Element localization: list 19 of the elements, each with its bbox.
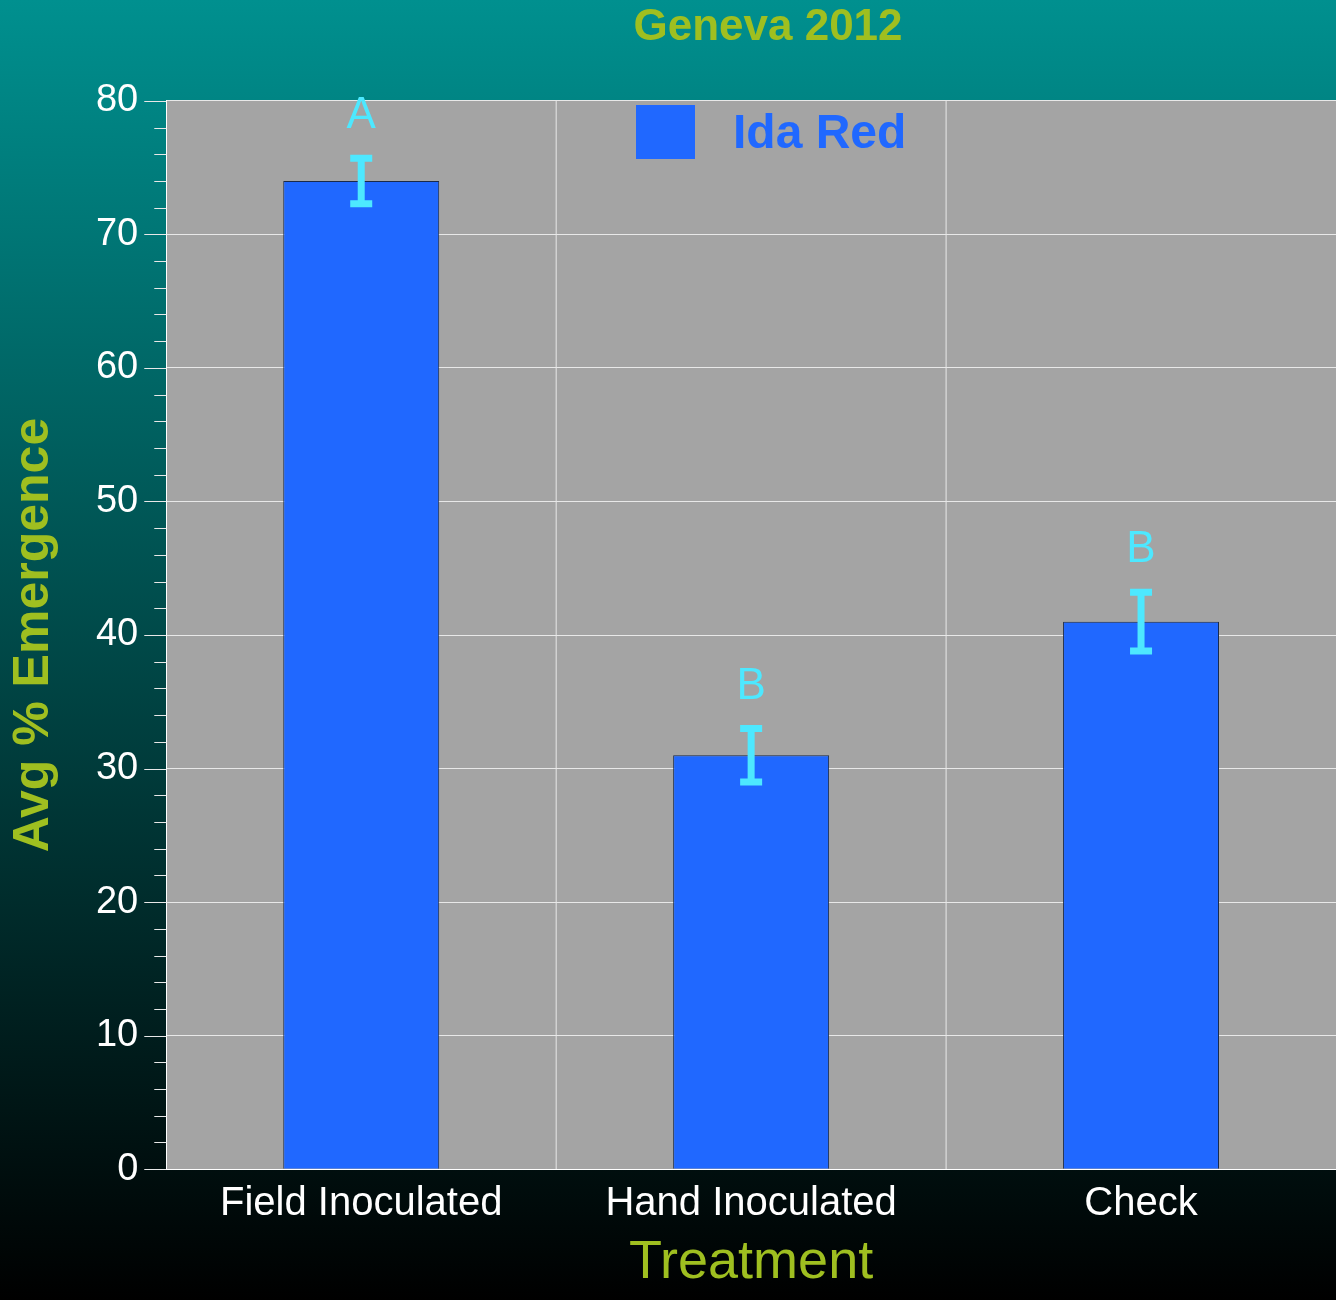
y-tick-label: 60 bbox=[95, 344, 139, 387]
y-tick-label: 30 bbox=[95, 745, 139, 788]
annotation: A bbox=[346, 88, 377, 138]
y-tick-label: 10 bbox=[95, 1012, 139, 1055]
y-axis-title: Avg % Emergence bbox=[2, 417, 59, 853]
annotation: B bbox=[736, 658, 766, 708]
y-tick-label: 0 bbox=[117, 1145, 139, 1188]
legend-label: Ida Red bbox=[733, 104, 907, 159]
x-tick-label: Field Inoculated bbox=[220, 1179, 503, 1224]
y-tick-label: 80 bbox=[95, 77, 139, 120]
y-tick-label: 40 bbox=[95, 611, 139, 654]
y-tick-label: 70 bbox=[95, 210, 139, 253]
x-tick-label: Hand Inoculated bbox=[605, 1179, 897, 1224]
x-tick-label: Check bbox=[1084, 1179, 1199, 1224]
y-tick-label: 20 bbox=[95, 878, 139, 921]
x-axis-title: Treatment bbox=[629, 1229, 874, 1290]
chart-title: Geneva 2012 bbox=[632, 0, 904, 50]
y-tick-label: 50 bbox=[95, 477, 139, 520]
annotation: B bbox=[1126, 522, 1156, 572]
